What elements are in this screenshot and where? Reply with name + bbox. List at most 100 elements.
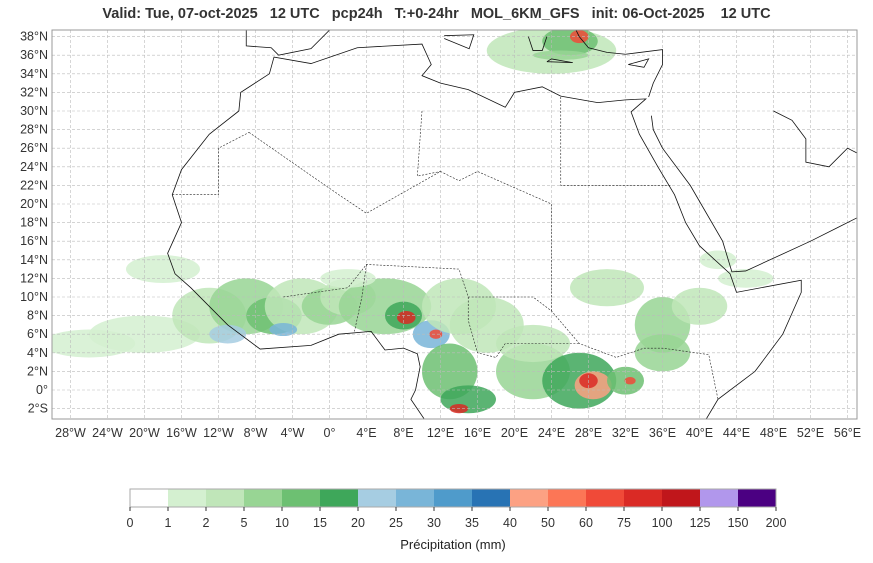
latitude-label: 6°N: [27, 327, 48, 341]
latitude-label: 16°N: [20, 234, 48, 248]
longitude-label: 16°W: [166, 426, 197, 440]
figure-title: Valid: Tue, 07-oct-2025 12 UTC pcp24h T:…: [102, 6, 771, 22]
latitude-label: 30°N: [20, 104, 48, 118]
longitude-label: 12°E: [427, 426, 454, 440]
longitude-label: 40°E: [686, 426, 713, 440]
map-frame: [51, 29, 858, 420]
longitude-label: 4°W: [281, 426, 305, 440]
colorbar-tick-label: 75: [617, 516, 631, 530]
colorbar-segment: [358, 489, 396, 507]
colorbar-tick-label: 150: [728, 516, 749, 530]
latitude-label: 12°N: [20, 271, 48, 285]
colorbar-tick-label: 125: [690, 516, 711, 530]
longitude-label: 24°W: [92, 426, 123, 440]
latitude-label: 34°N: [20, 67, 48, 81]
colorbar-segment: [586, 489, 624, 507]
colorbar-tick-label: 0: [127, 516, 134, 530]
colorbar-segment: [738, 489, 776, 507]
colorbar-tick-label: 100: [652, 516, 673, 530]
longitude-label: 20°W: [129, 426, 160, 440]
colorbar-segment: [206, 489, 244, 507]
longitude-label: 52°E: [797, 426, 824, 440]
country-border: [354, 264, 367, 332]
latitude-label: 18°N: [20, 216, 48, 230]
latitude-label: 22°N: [20, 178, 48, 192]
precip-area: [440, 385, 496, 414]
coastline: [546, 58, 573, 64]
longitude-label: 28°E: [575, 426, 602, 440]
latitude-label: 26°N: [20, 141, 48, 155]
coastline: [167, 110, 425, 419]
latitude-label: 10°N: [20, 290, 48, 304]
coastline: [628, 58, 650, 68]
latitude-label: 2°S: [28, 402, 48, 416]
colorbar-segment: [700, 489, 738, 507]
coastline: [238, 43, 802, 419]
longitude-label: 4°E: [356, 426, 376, 440]
longitude-label: 44°E: [723, 426, 750, 440]
colorbar-segment: [282, 489, 320, 507]
longitude-label: 8°W: [244, 426, 268, 440]
country-border: [172, 132, 250, 195]
map-layer: [52, 30, 857, 419]
colorbar-segment: [434, 489, 472, 507]
precip-area: [533, 50, 589, 60]
precip-area: [718, 269, 774, 288]
precip-area: [126, 255, 200, 284]
colorbar-segment: [168, 489, 206, 507]
colorbar-tick-label: 50: [541, 516, 555, 530]
colorbar-tick-label: 35: [465, 516, 479, 530]
precip-area: [429, 329, 443, 339]
coastline: [444, 34, 475, 50]
latitude-label: 38°N: [20, 30, 48, 44]
longitude-label: 12°W: [203, 426, 234, 440]
colorbar-segment: [244, 489, 282, 507]
longitude-label: 36°E: [649, 426, 676, 440]
colorbar-segment: [510, 489, 548, 507]
colorbar-tick-label: 10: [275, 516, 289, 530]
colorbar-tick-label: 60: [579, 516, 593, 530]
colorbar-segment: [396, 489, 434, 507]
colorbar-tick-label: 1: [165, 516, 172, 530]
colorbar-tick-label: 15: [313, 516, 327, 530]
colorbar-segment: [130, 489, 168, 507]
longitude-label: 0°: [324, 426, 336, 440]
longitude-label: 24°E: [538, 426, 565, 440]
latitude-label: 36°N: [20, 48, 48, 62]
country-border: [417, 110, 441, 177]
colorbar-segment: [472, 489, 510, 507]
coastline: [773, 110, 857, 168]
colorbar-tick-label: 30: [427, 516, 441, 530]
country-border: [467, 297, 580, 358]
country-border: [560, 97, 672, 186]
coastline: [527, 36, 548, 51]
colorbar-tick-label: 25: [389, 516, 403, 530]
colorbar-frame: [129, 488, 777, 508]
colorbar-tick-label: 40: [503, 516, 517, 530]
colorbar-title: Précipitation (mm): [400, 537, 506, 552]
colorbar-tick-label: 2: [203, 516, 210, 530]
longitude-label: 16°E: [464, 426, 491, 440]
longitude-label: 8°E: [393, 426, 413, 440]
latitude-label: 2°N: [27, 364, 48, 378]
colorbar-segment: [624, 489, 662, 507]
precip-area: [624, 376, 636, 385]
colorbar-tick-label: 5: [241, 516, 248, 530]
longitude-label: 28°W: [55, 426, 86, 440]
coastline: [575, 30, 663, 98]
longitude-label: 48°E: [760, 426, 787, 440]
precip-area: [397, 310, 416, 324]
colorbar-segment: [320, 489, 358, 507]
longitude-label: 20°E: [501, 426, 528, 440]
latitude-label: 32°N: [20, 85, 48, 99]
precip-area: [269, 323, 298, 337]
coastline: [651, 115, 857, 273]
latitude-label: 4°N: [27, 346, 48, 360]
latitude-label: 8°N: [27, 309, 48, 323]
latitude-label: 24°N: [20, 160, 48, 174]
colorbar-segment: [548, 489, 586, 507]
latitude-label: 20°N: [20, 197, 48, 211]
precip-area: [570, 269, 644, 307]
